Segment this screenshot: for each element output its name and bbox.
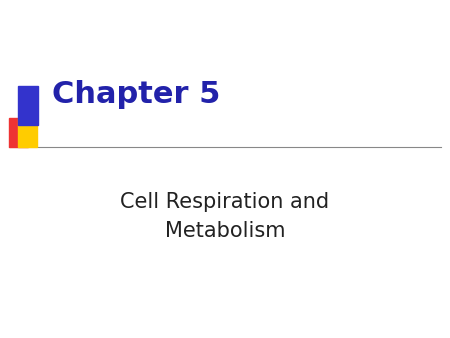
Text: Chapter 5: Chapter 5 (52, 80, 220, 109)
Text: Cell Respiration and
Metabolism: Cell Respiration and Metabolism (121, 192, 329, 241)
Bar (18, 86, 38, 125)
Bar (18, 118, 37, 147)
Bar (9, 118, 28, 147)
